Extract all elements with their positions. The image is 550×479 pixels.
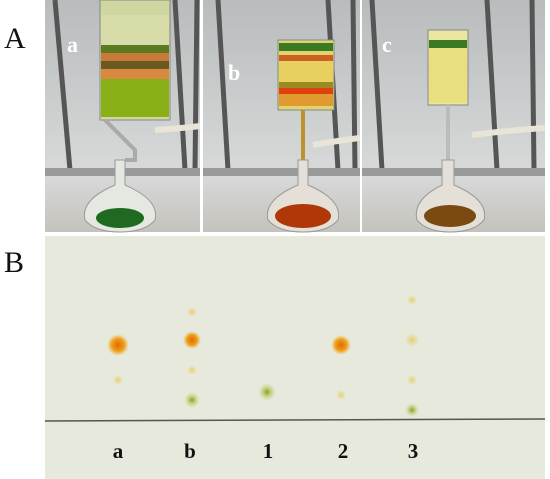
- lane-label: 1: [263, 439, 274, 463]
- photo: a: [45, 0, 201, 233]
- panel-label: A: [4, 22, 26, 55]
- lane-label: 2: [338, 439, 349, 463]
- photo: b: [203, 0, 361, 233]
- photo-label: a: [67, 32, 78, 57]
- panel-label: B: [4, 246, 24, 279]
- tlc-plate: [44, 236, 546, 479]
- photo: c: [362, 0, 546, 233]
- photo-label: c: [382, 32, 392, 57]
- lane-label: a: [113, 439, 124, 463]
- lane-label: b: [184, 439, 196, 463]
- lane-label: 3: [408, 439, 419, 463]
- photo-label: b: [228, 60, 240, 85]
